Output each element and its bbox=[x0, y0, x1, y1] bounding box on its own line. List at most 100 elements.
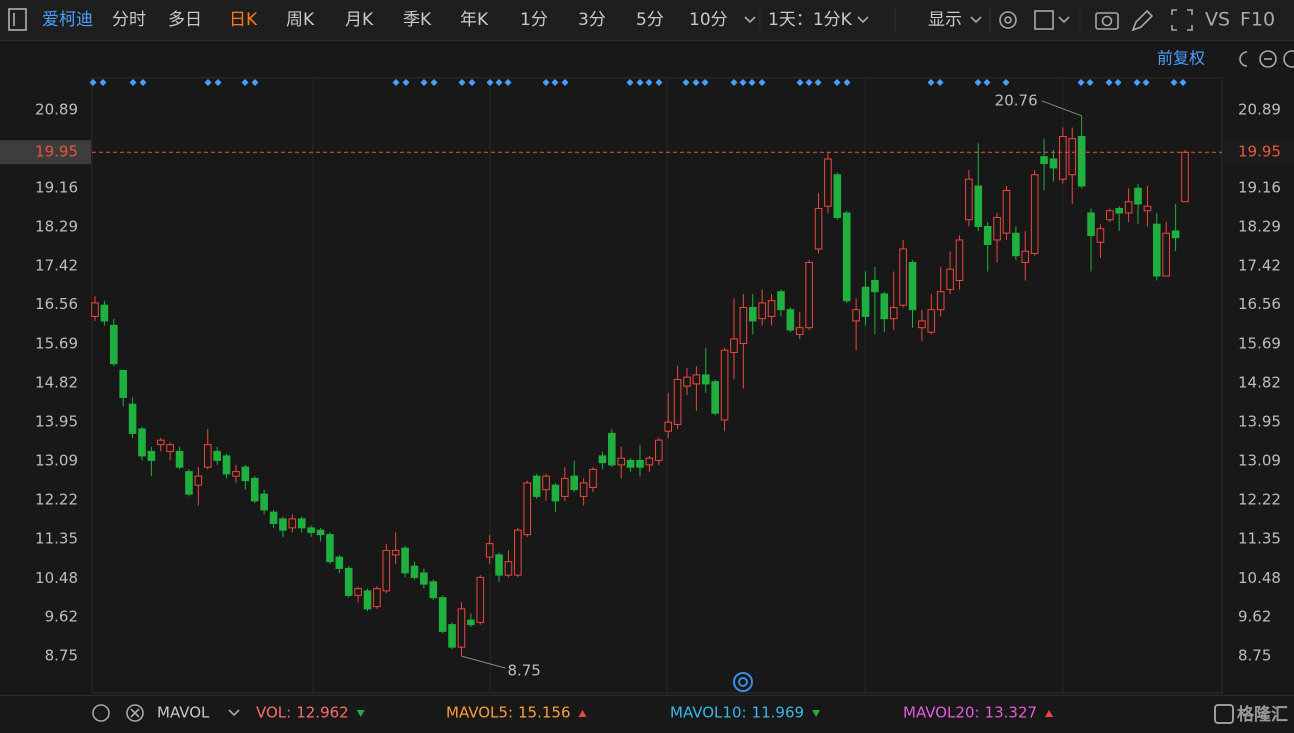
event-marker[interactable] bbox=[655, 79, 663, 86]
candle-body bbox=[692, 374, 701, 385]
display-menu[interactable]: 显示 bbox=[928, 10, 962, 30]
period-tab[interactable]: 年K bbox=[460, 10, 489, 30]
period-tab[interactable]: 季K bbox=[403, 10, 432, 30]
chevron[interactable] bbox=[857, 16, 869, 24]
event-marker[interactable] bbox=[468, 79, 476, 86]
event-marker[interactable] bbox=[645, 79, 653, 86]
event-marker[interactable] bbox=[251, 79, 259, 86]
event-marker[interactable] bbox=[204, 79, 212, 86]
reset-icon[interactable] bbox=[1239, 51, 1248, 67]
period-tab[interactable]: 周K bbox=[286, 10, 315, 30]
y2-tick-label: 11.35 bbox=[1238, 530, 1281, 548]
event-marker[interactable] bbox=[420, 79, 428, 86]
event-marker[interactable] bbox=[542, 79, 550, 86]
event-marker[interactable] bbox=[814, 79, 822, 86]
event-marker[interactable] bbox=[833, 79, 841, 86]
camera-icon[interactable] bbox=[1095, 12, 1119, 30]
event-marker[interactable] bbox=[758, 79, 766, 86]
candle-body bbox=[974, 185, 983, 227]
event-marker[interactable] bbox=[1002, 79, 1010, 86]
indicator-close[interactable] bbox=[126, 704, 144, 722]
period-tab[interactable]: 多日 bbox=[168, 10, 202, 30]
vs-button[interactable]: VS bbox=[1205, 9, 1230, 31]
f10-button[interactable]: F10 bbox=[1240, 9, 1275, 31]
event-marker[interactable] bbox=[843, 79, 851, 86]
event-icon-core bbox=[738, 677, 748, 687]
period-tab[interactable]: 日K bbox=[229, 10, 258, 30]
range-selector[interactable]: 1天：1分K bbox=[768, 10, 853, 30]
event-marker[interactable] bbox=[626, 79, 634, 86]
chevron[interactable] bbox=[228, 709, 240, 717]
event-marker[interactable] bbox=[748, 79, 756, 86]
event-marker[interactable] bbox=[430, 79, 438, 86]
adjust-mode[interactable]: 前复权 bbox=[1157, 49, 1205, 68]
candle-body bbox=[1115, 207, 1124, 214]
event-marker[interactable] bbox=[636, 79, 644, 86]
indicator-name[interactable]: MAVOL bbox=[157, 704, 210, 722]
event-marker[interactable] bbox=[1170, 79, 1178, 86]
event-marker[interactable] bbox=[1179, 79, 1187, 86]
event-marker[interactable] bbox=[1105, 79, 1113, 86]
event-marker[interactable] bbox=[129, 79, 137, 86]
candle-body bbox=[532, 475, 541, 497]
event-marker[interactable] bbox=[796, 79, 804, 86]
event-marker[interactable] bbox=[99, 79, 107, 86]
event-marker[interactable] bbox=[1077, 79, 1085, 86]
candle-body bbox=[222, 455, 231, 475]
event-marker[interactable] bbox=[1142, 79, 1150, 86]
last-price-box bbox=[1224, 140, 1294, 165]
event-marker[interactable] bbox=[730, 79, 738, 86]
stock-name[interactable]: 爱柯迪 bbox=[42, 10, 93, 30]
event-marker[interactable] bbox=[551, 79, 559, 86]
event-marker[interactable] bbox=[495, 79, 503, 86]
indicator-settings[interactable] bbox=[92, 704, 110, 722]
event-icon[interactable] bbox=[733, 672, 753, 692]
zoom-out-icon[interactable] bbox=[1259, 50, 1277, 68]
event-marker[interactable] bbox=[89, 79, 97, 86]
event-marker[interactable] bbox=[974, 79, 982, 86]
chevron[interactable] bbox=[1058, 16, 1070, 24]
event-marker[interactable] bbox=[214, 79, 222, 86]
candle-body bbox=[589, 468, 597, 488]
event-marker[interactable] bbox=[1133, 79, 1141, 86]
candle-body bbox=[514, 529, 522, 576]
period-tab[interactable]: 月K bbox=[345, 10, 374, 30]
sidebar-toggle[interactable] bbox=[8, 8, 27, 31]
candle-body bbox=[363, 590, 372, 610]
event-marker[interactable] bbox=[561, 79, 569, 86]
settings-icon[interactable] bbox=[999, 11, 1017, 29]
event-marker[interactable] bbox=[936, 79, 944, 86]
event-marker[interactable] bbox=[682, 79, 690, 86]
event-marker[interactable] bbox=[458, 79, 466, 86]
event-marker[interactable] bbox=[241, 79, 249, 86]
candle-body bbox=[786, 309, 795, 331]
event-marker[interactable] bbox=[692, 79, 700, 86]
event-marker[interactable] bbox=[1114, 79, 1122, 86]
period-tab[interactable]: 分时 bbox=[112, 10, 146, 30]
candle-body bbox=[908, 261, 917, 311]
indicator-label: MAVOL10: bbox=[670, 704, 747, 722]
event-marker[interactable] bbox=[402, 79, 410, 86]
event-marker[interactable] bbox=[983, 79, 991, 86]
chevron[interactable] bbox=[970, 16, 982, 24]
draw-icon[interactable] bbox=[1131, 9, 1154, 32]
period-tab[interactable]: 3分 bbox=[578, 10, 606, 30]
chevron[interactable] bbox=[744, 16, 756, 24]
event-marker[interactable] bbox=[486, 79, 494, 86]
period-tab[interactable]: 5分 bbox=[636, 10, 664, 30]
event-marker[interactable] bbox=[927, 79, 935, 86]
event-marker[interactable] bbox=[139, 79, 147, 86]
event-marker[interactable] bbox=[805, 79, 813, 86]
period-tab[interactable]: 1分 bbox=[520, 10, 548, 30]
event-marker[interactable] bbox=[504, 79, 512, 86]
event-marker[interactable] bbox=[1086, 79, 1094, 86]
event-marker[interactable] bbox=[701, 79, 709, 86]
layout-icon[interactable] bbox=[1034, 10, 1054, 30]
fullscreen-icon[interactable] bbox=[1171, 9, 1193, 31]
event-marker[interactable] bbox=[392, 79, 400, 86]
candle-body bbox=[579, 482, 588, 497]
event-marker[interactable] bbox=[739, 79, 747, 86]
candle-body bbox=[805, 261, 813, 329]
zoom-in-icon[interactable] bbox=[1283, 50, 1294, 68]
period-tab[interactable]: 10分 bbox=[689, 10, 728, 30]
